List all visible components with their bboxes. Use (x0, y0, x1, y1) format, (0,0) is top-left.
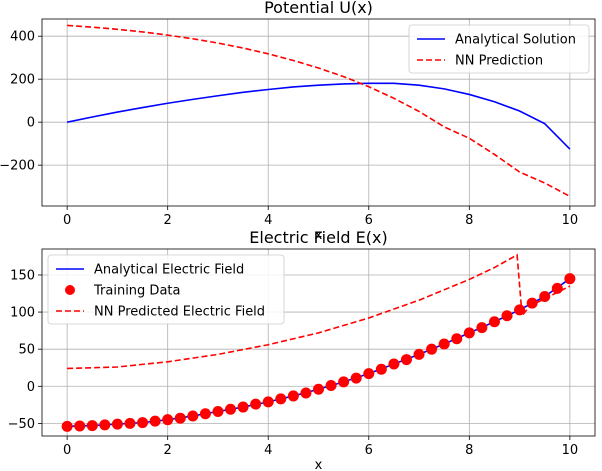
x-axis-label: x (315, 458, 323, 471)
training-data-point (564, 273, 576, 285)
training-data-point (501, 310, 513, 322)
x-tick-label: 8 (465, 213, 473, 228)
training-data-point (413, 348, 425, 360)
x-tick-label: 6 (365, 213, 373, 228)
training-data-point (275, 393, 287, 405)
y-tick-label: 400 (10, 30, 35, 45)
legend-box (408, 24, 590, 74)
training-data-point (363, 368, 375, 380)
training-data-point (74, 420, 86, 432)
legend-label: NN Predicted Electric Field (94, 305, 265, 320)
series-line-nn-predicted-electric-field (67, 253, 571, 370)
y-tick-label: 150 (10, 268, 35, 283)
chart-title: Potential U(x) (264, 0, 373, 17)
training-data-point (199, 408, 211, 420)
plot-area (66, 24, 571, 198)
training-data-point (111, 418, 123, 430)
training-data-point (338, 376, 350, 388)
training-data-point (488, 316, 500, 328)
y-tick-label: 200 (10, 73, 35, 88)
series-line-analytical-solution (66, 82, 571, 150)
x-tick-label: 8 (465, 443, 473, 458)
training-data-point (400, 354, 412, 366)
training-data-point (99, 419, 111, 431)
y-tick-label: −50 (8, 417, 35, 432)
training-data-point (149, 415, 161, 427)
training-data-point (262, 396, 274, 408)
plot-area (61, 253, 576, 432)
training-data-point (162, 414, 174, 426)
training-data-point (250, 398, 262, 410)
potential-chart: 0 2 4 6 8 10 −200 0 200 400 Potential U(x) x Analyti… (0, 0, 596, 243)
training-data-point (187, 410, 199, 422)
y-tick-label: 50 (18, 343, 35, 358)
training-data-point (174, 412, 186, 424)
legend-label: Analytical Solution (455, 33, 576, 48)
legend-box (47, 254, 285, 325)
legend-label: NN Prediction (455, 54, 543, 69)
y-tick-label: 0 (27, 116, 35, 131)
legend: Analytical Solution NN Prediction (408, 24, 590, 74)
training-data-point (61, 420, 73, 432)
training-data-point (287, 390, 299, 402)
axes-frame (41, 248, 596, 437)
training-data-point (325, 380, 337, 392)
training-data-point (313, 383, 324, 395)
x-tick-label: 4 (264, 213, 272, 228)
y-tick-label: −200 (0, 159, 35, 174)
legend-marker (65, 285, 75, 295)
training-data-point (237, 401, 249, 413)
series-line-nn-prediction (67, 24, 571, 198)
training-data-point (551, 282, 563, 294)
training-data-point (225, 403, 237, 415)
training-data-point (375, 363, 387, 375)
training-data-point (137, 417, 149, 429)
training-data-point (451, 333, 463, 345)
training-data-point (539, 290, 551, 302)
training-data-point (124, 417, 136, 429)
training-data-point (388, 358, 400, 370)
training-data-points (61, 273, 576, 432)
legend-label: Analytical Electric Field (94, 263, 244, 278)
x-tick-label: 2 (164, 443, 172, 458)
x-tick-label: 0 (63, 213, 71, 228)
training-data-point (463, 327, 475, 339)
x-tick-label: 4 (264, 443, 272, 458)
legend-label: Training Data (93, 284, 180, 299)
axes-frame (41, 18, 596, 207)
chart-title: Electric Field E(x) (249, 228, 387, 247)
training-data-point (476, 322, 488, 334)
x-axis-label: x (315, 228, 323, 243)
training-data-point (86, 420, 98, 432)
x-tick-label: 0 (63, 443, 71, 458)
x-tick-label: 10 (562, 443, 579, 458)
x-tick-label: 10 (562, 213, 579, 228)
training-data-point (350, 372, 362, 384)
training-data-point (212, 406, 224, 418)
y-tick-label: 0 (27, 380, 35, 395)
legend: Analytical Electric Field Training Data NN… (47, 254, 285, 325)
y-tick-label: 100 (10, 306, 35, 321)
x-tick-label: 2 (164, 213, 172, 228)
training-data-point (438, 338, 450, 350)
training-data-point (426, 343, 438, 355)
x-tick-label: 6 (365, 443, 373, 458)
training-data-point (300, 387, 312, 399)
